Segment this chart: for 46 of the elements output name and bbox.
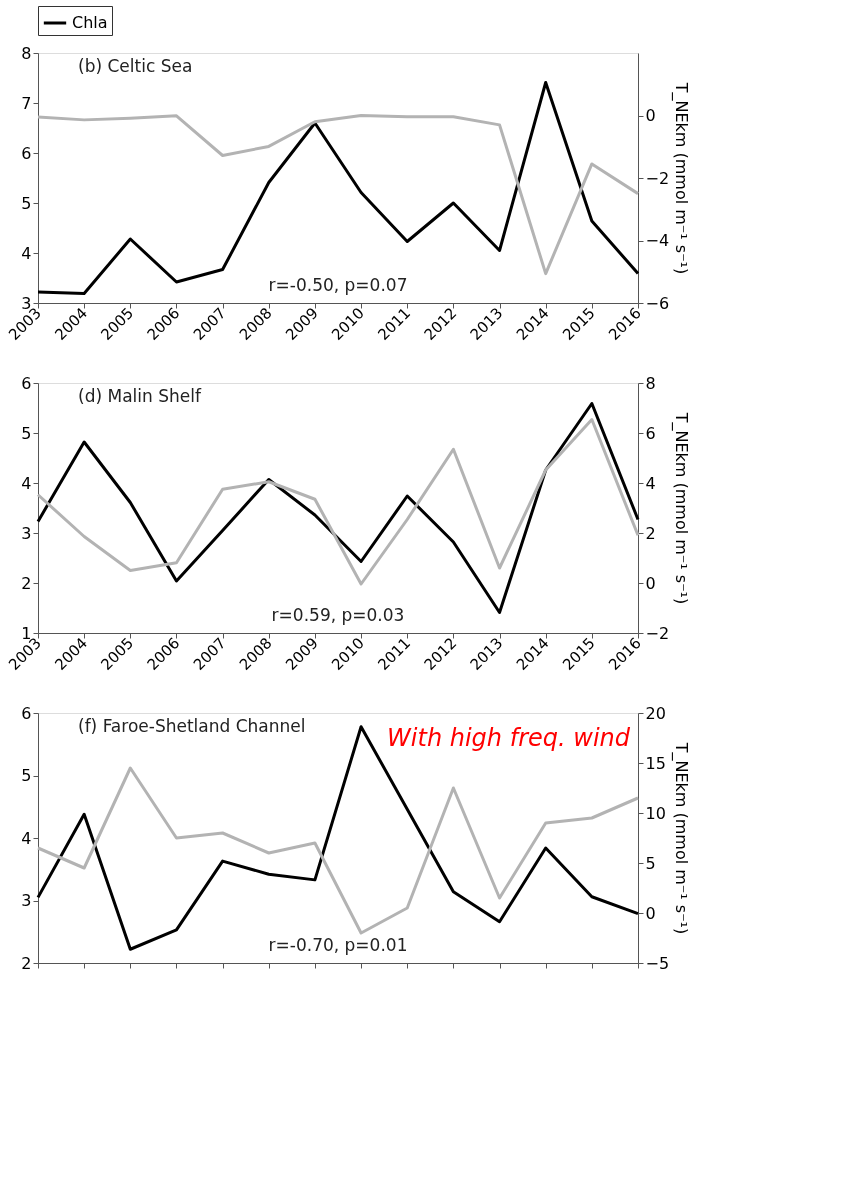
y2-axis-title: T_NEkm (mmol m⁻¹ s⁻¹) (671, 741, 692, 935)
y-tick-label: 5 (21, 766, 32, 785)
y-tick-label: 6 (21, 143, 32, 163)
line-series (36, 114, 640, 276)
y2-tick-label: 20 (645, 703, 666, 723)
y2-tick-label: −6 (645, 293, 670, 313)
y2-tick-label: 8 (645, 373, 656, 393)
y2-tick-label: 0 (645, 106, 656, 125)
legend-label: Chla (72, 13, 108, 32)
y2-tick-label: 5 (645, 853, 656, 873)
y-tick-label: 4 (21, 473, 32, 493)
y2-tick-label: 4 (645, 473, 656, 493)
chart-title: (b) Celtic Sea (78, 56, 193, 76)
line-series (36, 418, 640, 586)
y2-axis-title: T_NEkm (mmol m⁻¹ s⁻¹) (671, 411, 692, 605)
y-tick-label: 6 (21, 373, 32, 393)
y-tick-label: 6 (21, 703, 32, 723)
y-tick-label: 4 (21, 828, 32, 848)
y-tick-label: 3 (21, 523, 32, 543)
y-tick-label: 4 (21, 243, 32, 263)
y2-tick-label: 2 (645, 523, 656, 543)
y2-tick-label: 0 (645, 903, 656, 923)
y-tick-label: 5 (21, 193, 32, 213)
y2-axis-title: T_NEkm (mmol m⁻¹ s⁻¹) (671, 81, 692, 275)
y2-tick-label: 6 (645, 423, 656, 443)
y-tick-label: 5 (21, 423, 32, 443)
y-tick-label: 8 (21, 43, 32, 63)
annotation: With high freq. wind (387, 724, 631, 752)
chart-title: (f) Faroe-Shetland Channel (78, 716, 306, 736)
y2-tick-label: 15 (645, 753, 666, 773)
line-series (36, 81, 640, 295)
y2-tick-label: −2 (645, 168, 670, 188)
y-tick-label: 7 (21, 93, 32, 113)
y2-tick-label: 10 (645, 803, 666, 823)
y2-tick-label: −5 (645, 953, 670, 973)
y2-tick-label: 0 (645, 573, 656, 593)
annotation: r=-0.70, p=0.01 (268, 935, 408, 955)
y-tick-label: 2 (21, 573, 32, 593)
y-tick-label: 3 (21, 891, 32, 910)
chart-title: (d) Malin Shelf (78, 386, 202, 406)
annotation: r=-0.50, p=0.07 (268, 275, 408, 295)
y2-tick-label: −4 (645, 231, 670, 250)
line-series (36, 766, 640, 935)
annotation: r=0.59, p=0.03 (271, 605, 405, 625)
y2-tick-label: −2 (645, 623, 670, 643)
y-tick-label: 2 (21, 953, 32, 973)
